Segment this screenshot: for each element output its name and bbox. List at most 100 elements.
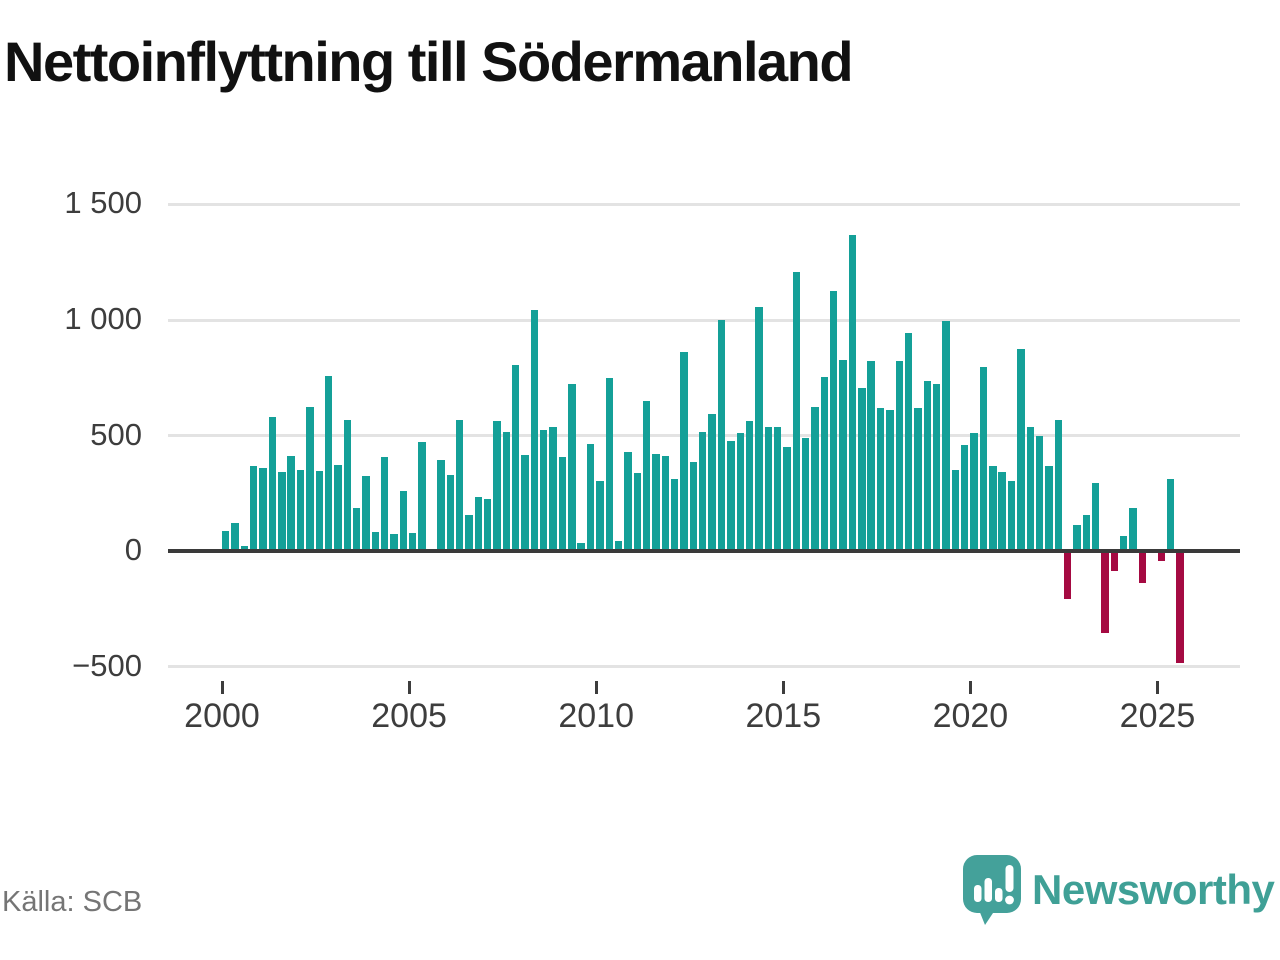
- bar-positive: [661, 455, 670, 552]
- x-axis-tick-label: 2015: [745, 697, 822, 735]
- bar-positive: [867, 361, 875, 552]
- chart-title: Nettoinflyttning till Södermanland: [4, 30, 854, 93]
- bar-positive: [624, 451, 632, 552]
- bar-positive: [287, 455, 295, 552]
- bar-positive: [1082, 515, 1091, 552]
- bar-negative: [1101, 551, 1109, 634]
- bar-positive: [848, 234, 857, 552]
- x-axis-tick-label: 2025: [1119, 697, 1196, 735]
- source-caption: Källa: SCB: [2, 886, 143, 918]
- bar-positive: [222, 531, 230, 552]
- bar-positive: [961, 444, 969, 552]
- bar-positive: [540, 430, 548, 552]
- bar-positive: [886, 410, 894, 552]
- bar-positive: [268, 417, 277, 552]
- bar-positive: [596, 480, 604, 552]
- bar-positive: [352, 508, 361, 552]
- bar-positive: [736, 433, 744, 552]
- bar-positive: [568, 384, 576, 552]
- x-axis-tick-mark: [220, 681, 224, 694]
- bar-positive: [577, 542, 585, 552]
- bar-positive: [390, 533, 398, 552]
- bar-positive: [1017, 349, 1025, 552]
- bar-positive: [586, 443, 595, 552]
- bar-positive: [708, 413, 716, 552]
- x-axis-tick-mark: [968, 681, 972, 694]
- bar-positive: [437, 460, 445, 552]
- bar-positive: [558, 456, 567, 552]
- bar-positive: [998, 472, 1006, 552]
- y-axis-tick-label: 1 000: [64, 301, 142, 337]
- x-axis-tick-mark: [1156, 681, 1159, 694]
- bar-positive: [895, 361, 903, 552]
- bar-positive: [371, 532, 380, 552]
- bar-positive: [474, 496, 482, 552]
- bar-positive: [250, 465, 258, 552]
- bar-positive: [989, 466, 997, 552]
- bar-positive: [680, 351, 688, 552]
- bar-positive: [792, 272, 801, 552]
- bar-negative: [1110, 551, 1119, 572]
- bar-positive: [296, 470, 305, 552]
- bar-positive: [231, 522, 239, 552]
- bar-positive: [642, 400, 651, 552]
- bar-positive: [530, 310, 539, 552]
- bar-positive: [502, 431, 511, 552]
- bar-positive: [1129, 508, 1137, 552]
- bar-positive: [1120, 536, 1128, 552]
- bar-positive: [483, 498, 492, 552]
- bar-positive: [334, 464, 342, 552]
- bar-positive: [614, 541, 623, 552]
- x-axis-zero-line: [168, 549, 1240, 554]
- bar-positive: [1092, 482, 1100, 552]
- x-axis-tick-mark: [407, 681, 411, 694]
- bar-positive: [409, 533, 417, 552]
- bar-positive: [240, 546, 249, 552]
- bar-negative: [1138, 551, 1147, 583]
- bar-positive: [1166, 478, 1175, 552]
- bar-positive: [521, 455, 529, 552]
- bar-positive: [876, 408, 885, 552]
- bar-positive: [773, 426, 782, 552]
- bar-positive: [324, 376, 333, 552]
- y-axis-tick-label: 0: [124, 532, 142, 568]
- newsworthy-logo-text: Newsworthy: [1032, 866, 1275, 913]
- bar-positive: [1045, 465, 1053, 552]
- bar-positive: [689, 461, 698, 552]
- bar-positive: [652, 454, 660, 552]
- bar-positive: [1026, 427, 1034, 552]
- bar-positive: [671, 479, 679, 552]
- bar-positive: [764, 427, 772, 552]
- bar-positive: [914, 408, 922, 552]
- bar-positive: [802, 438, 810, 552]
- bar-positive: [1073, 524, 1081, 552]
- bar-positive: [465, 515, 473, 552]
- bar-positive: [362, 475, 370, 552]
- bar-positive: [1007, 480, 1016, 552]
- bar-positive: [811, 406, 819, 552]
- bar-positive: [455, 419, 464, 552]
- bar-positive: [446, 475, 454, 552]
- bar-positive: [278, 472, 286, 552]
- bar-positive: [418, 441, 426, 552]
- y-axis-tick-label: −500: [72, 647, 142, 683]
- bar-negative: [1176, 551, 1184, 663]
- bar-positive: [493, 421, 501, 552]
- bar-positive: [381, 456, 389, 552]
- x-axis-tick-label: 2010: [558, 697, 634, 735]
- bar-positive: [343, 419, 351, 552]
- bar-positive: [717, 320, 726, 552]
- y-axis-tick-label: 500: [90, 416, 142, 452]
- gridline--500: [168, 665, 1240, 669]
- y-axis-tick-label: 1 500: [64, 185, 142, 221]
- bar-positive: [549, 427, 557, 552]
- x-axis-tick-label: 2000: [184, 697, 260, 735]
- bar-negative: [1063, 551, 1072, 600]
- gridline-1000: [168, 318, 1240, 322]
- bar-positive: [858, 388, 866, 552]
- bar-positive: [904, 333, 913, 552]
- bar-positive: [727, 440, 735, 552]
- gridline-1500: [168, 202, 1240, 206]
- bar-positive: [259, 468, 267, 552]
